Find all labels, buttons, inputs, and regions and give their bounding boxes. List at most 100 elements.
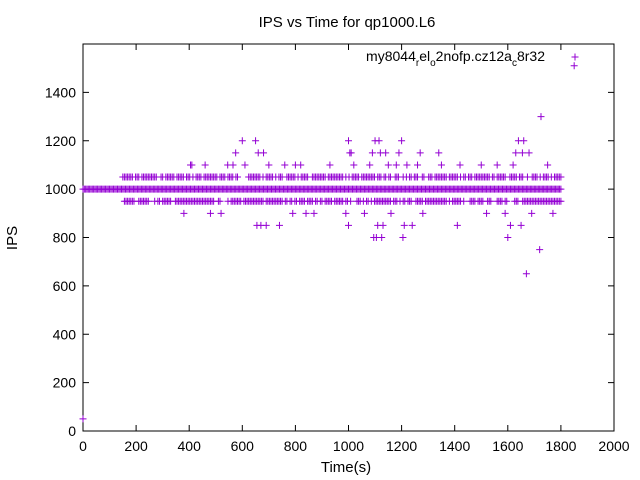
data-point xyxy=(483,209,491,217)
data-point xyxy=(528,209,536,217)
data-point xyxy=(506,221,514,229)
x-tick-label: 800 xyxy=(284,438,308,454)
legend-label: my8044relo2nofp.cz12ac8r32 xyxy=(366,48,545,69)
x-tick-label: 400 xyxy=(178,438,202,454)
data-point xyxy=(400,221,408,229)
legend-part: 2nofp.cz12a xyxy=(436,48,512,64)
data-point xyxy=(347,197,355,205)
data-point xyxy=(522,270,530,278)
data-point xyxy=(375,137,383,145)
data-point xyxy=(252,137,260,145)
y-tick-label: 1200 xyxy=(45,133,76,149)
legend-subscript: r xyxy=(416,58,420,69)
data-point xyxy=(549,209,557,217)
data-point xyxy=(275,221,283,229)
data-point xyxy=(188,161,196,169)
data-point xyxy=(437,161,445,169)
chart-title: IPS vs Time for qp1000.L6 xyxy=(259,14,436,31)
data-point xyxy=(487,197,495,205)
data-point xyxy=(79,415,87,423)
legend-marker xyxy=(571,53,579,61)
y-tick-label: 400 xyxy=(53,326,77,342)
data-point xyxy=(525,149,533,157)
data-point xyxy=(557,173,565,181)
data-point xyxy=(509,161,517,169)
data-point xyxy=(416,149,424,157)
data-point xyxy=(419,209,427,217)
data-point xyxy=(360,209,368,217)
data-point xyxy=(144,197,152,205)
data-point xyxy=(310,209,318,217)
x-tick-label: 0 xyxy=(79,438,87,454)
y-tick-label: 800 xyxy=(53,230,77,246)
x-tick-label: 1000 xyxy=(333,438,364,454)
data-point xyxy=(571,53,579,61)
data-point xyxy=(570,62,578,70)
data-point xyxy=(557,185,565,193)
x-tick-label: 200 xyxy=(124,438,148,454)
data-point xyxy=(265,161,273,169)
data-point xyxy=(289,209,297,217)
legend-subscript: c xyxy=(512,58,517,69)
data-point xyxy=(517,221,525,229)
data-point xyxy=(206,209,214,217)
x-tick-label: 2000 xyxy=(598,438,629,454)
legend-subscript: o xyxy=(430,58,436,69)
data-point xyxy=(379,221,387,229)
y-tick-label: 1400 xyxy=(45,84,76,100)
data-point xyxy=(234,173,242,181)
data-point xyxy=(281,161,289,169)
data-point xyxy=(544,161,552,169)
data-point xyxy=(414,161,422,169)
data-point xyxy=(504,234,512,241)
data-point xyxy=(368,149,376,157)
y-axis-label: IPS xyxy=(4,226,21,250)
data-point xyxy=(537,113,545,121)
data-point xyxy=(345,221,352,229)
y-tick-label: 0 xyxy=(68,423,76,439)
data-point xyxy=(216,197,224,205)
data-point xyxy=(460,197,468,205)
data-point xyxy=(557,197,565,205)
data-point xyxy=(378,234,386,241)
data-point xyxy=(395,149,403,157)
data-point xyxy=(384,161,392,169)
data-point xyxy=(238,137,246,145)
legend: my8044relo2nofp.cz12ac8r32 xyxy=(366,48,579,69)
data-point xyxy=(403,161,411,169)
data-point xyxy=(347,149,355,157)
data-point xyxy=(501,209,509,217)
data-point xyxy=(477,161,485,169)
data-point xyxy=(520,137,528,145)
legend-part: el xyxy=(419,48,430,64)
data-point xyxy=(297,161,305,169)
data-point xyxy=(398,137,406,145)
data-point xyxy=(180,209,188,217)
data-point xyxy=(262,221,270,229)
axis-ticks: 0 200 400 600 800 1000 1200 1400 1600 1800 2000 0 20… xyxy=(45,44,630,454)
data-point xyxy=(387,209,395,217)
data-point xyxy=(453,221,461,229)
data-point xyxy=(345,137,352,145)
data-point xyxy=(512,149,520,157)
data-point xyxy=(241,161,249,169)
y-tick-label: 1000 xyxy=(45,181,76,197)
data-point xyxy=(217,209,225,217)
x-axis-label: Time(s) xyxy=(321,459,371,476)
data-point xyxy=(302,209,310,217)
x-tick-label: 1600 xyxy=(492,438,523,454)
data-point xyxy=(392,161,400,169)
data-point xyxy=(382,149,390,157)
y-tick-label: 600 xyxy=(53,278,77,294)
plot-frame xyxy=(82,43,615,432)
data-point xyxy=(342,209,350,217)
x-tick-label: 1400 xyxy=(439,438,470,454)
data-point xyxy=(408,221,416,229)
x-tick-label: 1200 xyxy=(386,438,417,454)
data-point xyxy=(456,161,464,169)
data-point xyxy=(326,161,334,169)
data-point xyxy=(366,161,374,169)
data-point xyxy=(493,161,501,169)
data-point xyxy=(518,149,526,157)
